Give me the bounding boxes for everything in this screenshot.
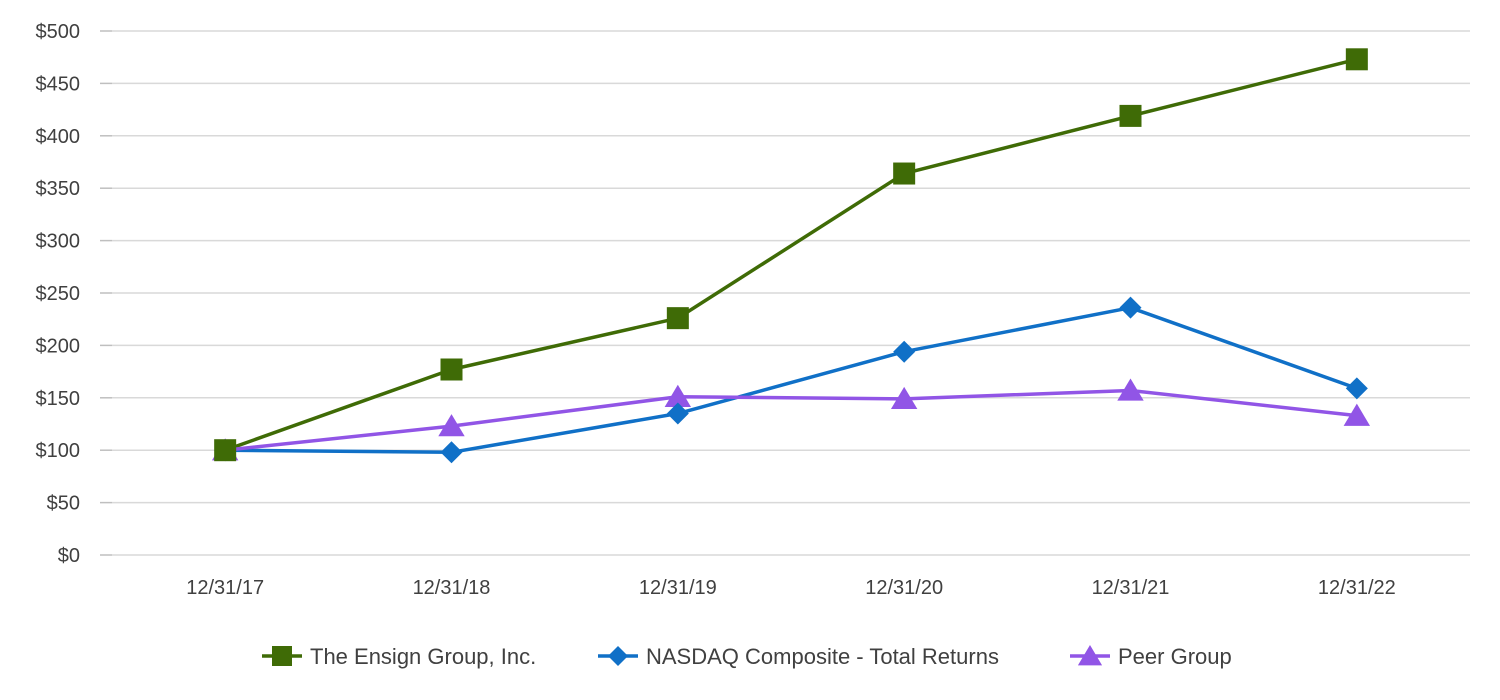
legend-item: NASDAQ Composite - Total Returns xyxy=(598,644,999,669)
data-point-triangle xyxy=(1117,378,1144,401)
data-point-diamond xyxy=(1345,377,1368,400)
x-tick-label: 12/31/18 xyxy=(413,577,491,599)
x-tick-label: 12/31/19 xyxy=(639,577,717,599)
x-tick-label: 12/31/22 xyxy=(1318,577,1396,599)
data-point-square xyxy=(214,439,237,462)
x-tick-label: 12/31/17 xyxy=(186,577,264,599)
y-tick-label: $350 xyxy=(36,178,81,200)
y-tick-label: $400 xyxy=(36,126,81,148)
series-points-diamond xyxy=(214,296,1368,464)
data-point-diamond xyxy=(440,441,463,464)
y-tick-label: $500 xyxy=(36,21,81,43)
y-tick-label: $100 xyxy=(36,440,81,462)
legend: The Ensign Group, Inc. NASDAQ Composite -… xyxy=(262,644,1232,669)
series xyxy=(211,48,1371,464)
data-point-square xyxy=(1119,104,1142,127)
data-point-diamond xyxy=(1119,296,1142,319)
series-points-triangle xyxy=(211,378,1371,461)
data-point-diamond xyxy=(666,402,689,425)
legend-label: NASDAQ Composite - Total Returns xyxy=(646,644,999,669)
data-point-square xyxy=(1345,48,1368,71)
data-point-square xyxy=(666,307,689,330)
x-tick-label: 12/31/21 xyxy=(1092,577,1170,599)
gridlines xyxy=(112,30,1470,556)
data-point-square xyxy=(893,162,916,185)
data-point-triangle xyxy=(890,386,918,410)
y-tick-label: $250 xyxy=(36,283,81,305)
data-point-diamond xyxy=(893,340,916,363)
series-points-square xyxy=(214,48,1368,462)
legend-marker-square xyxy=(272,646,292,666)
series-line-square xyxy=(224,57,1358,452)
legend-label: Peer Group xyxy=(1118,644,1232,669)
x-tick-label: 12/31/20 xyxy=(865,577,943,599)
axes: $0 $50 $100 $150 $200 $250 $300 $350 $400 $450 $50… xyxy=(36,21,1396,599)
y-tick-label: $0 xyxy=(58,545,80,567)
legend-marker-triangle xyxy=(1077,645,1103,666)
legend-item: Peer Group xyxy=(1070,644,1232,669)
y-tick-label: $150 xyxy=(36,388,81,410)
y-tick-label: $200 xyxy=(36,335,81,357)
data-point-triangle xyxy=(1343,403,1371,426)
series-line-diamond xyxy=(225,305,1358,455)
data-point-triangle xyxy=(438,414,465,437)
legend-item: The Ensign Group, Inc. xyxy=(262,644,536,669)
legend-label: The Ensign Group, Inc. xyxy=(310,644,536,669)
data-point-triangle xyxy=(664,384,692,407)
data-point-square xyxy=(440,358,463,381)
y-tick-label: $300 xyxy=(36,231,81,253)
y-tick-label: $450 xyxy=(36,73,81,95)
legend-marker-diamond xyxy=(608,646,628,666)
series-line-triangle xyxy=(224,388,1358,452)
y-tick-label: $50 xyxy=(47,493,80,515)
